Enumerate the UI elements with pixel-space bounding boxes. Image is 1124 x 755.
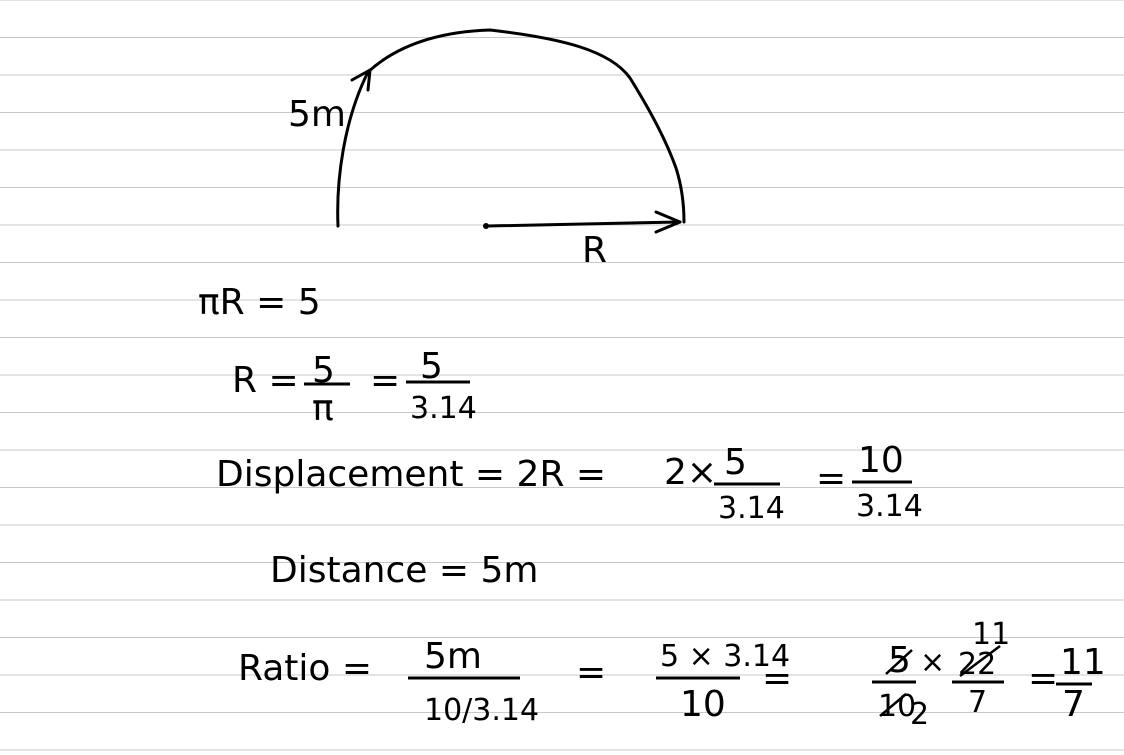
fraction-denominator: π (312, 388, 334, 429)
svg-text:R =: R = (232, 360, 299, 401)
svg-text:Ratio =: Ratio = (238, 648, 372, 689)
svg-text:=: = (816, 458, 846, 499)
equation-radius: R = 5 π = 5 3.14 (232, 346, 477, 429)
fraction-numerator: 5 (312, 350, 335, 391)
reduced-numerator: 11 (972, 617, 1010, 652)
cancelled-denominator: 10 (878, 689, 916, 724)
equation-displacement: Displacement = 2R = 2× 5 3.14 = 10 3.14 (216, 440, 923, 526)
fraction-denominator: 10/3.14 (424, 693, 539, 728)
fraction-denominator: 7 (968, 685, 987, 720)
equation-distance: Distance = 5m (270, 550, 538, 591)
fraction-numerator: 5 (724, 442, 747, 483)
fraction-numerator: 5 × 3.14 (660, 639, 790, 674)
svg-text:2×: 2× (664, 452, 717, 493)
svg-text:=: = (576, 652, 606, 693)
fraction-numerator: 5m (424, 636, 482, 677)
radius-arrow-line (485, 220, 682, 228)
equation-pi-r: πR = 5 (198, 282, 321, 323)
radius-label: R (582, 230, 607, 271)
radius-arrow-icon (654, 210, 682, 234)
svg-text:Displacement = 2R =: Displacement = 2R = (216, 454, 606, 495)
fraction-denominator: 3.14 (410, 391, 477, 426)
fraction-denominator: 3.14 (856, 489, 923, 524)
path-arrow-icon (350, 68, 372, 92)
svg-text:=: = (1028, 658, 1058, 699)
fraction-denominator: 3.14 (718, 491, 785, 526)
svg-text:×: × (920, 645, 945, 680)
fraction-numerator: 10 (858, 440, 904, 481)
reduced-denominator: 2 (910, 697, 929, 732)
fraction-denominator: 10 (680, 684, 726, 725)
path-label: 5m (288, 94, 346, 135)
fraction-numerator: 5 (420, 346, 443, 387)
equation-ratio: Ratio = 5m 10/3.14 = 5 × 3.14 10 = 5 10 … (238, 617, 1106, 732)
result-numerator: 11 (1060, 642, 1106, 683)
semicircle-path (336, 28, 686, 228)
center-point (483, 223, 489, 229)
result-denominator: 7 (1062, 684, 1085, 725)
svg-text:=: = (762, 658, 792, 699)
svg-text:=: = (370, 360, 400, 401)
